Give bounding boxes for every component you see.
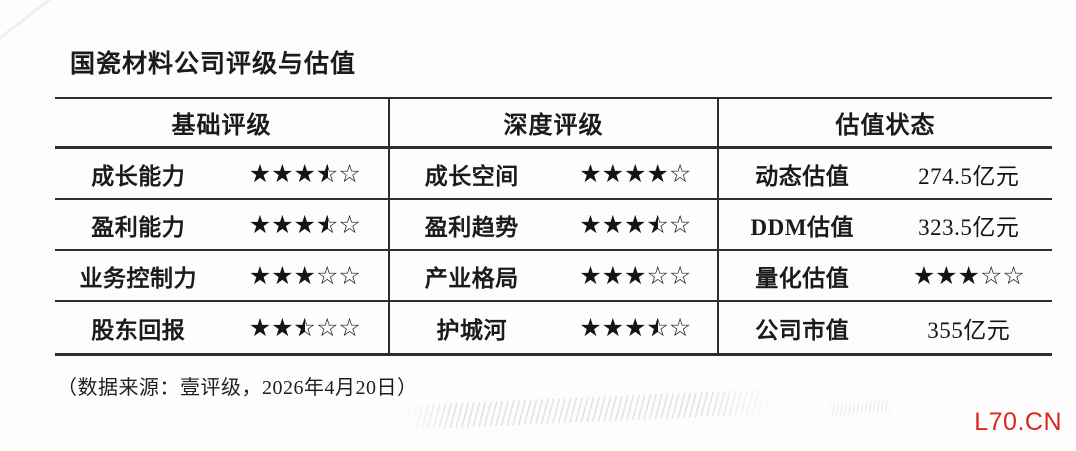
rating-table: 基础评级 成长能力 ★★★☆ ★ ☆ 盈利能力 ★★★☆ ★ ☆ 业务控制力 ★★★☆☆… [55, 97, 1052, 356]
star-full-icon: ★ [293, 159, 316, 188]
figure-title: 国瓷材料公司评级与估值 [70, 51, 357, 78]
star-full-icon: ★ [912, 261, 936, 290]
star-full-icon: ★ [624, 210, 647, 239]
valuation-value: 355亿元 [927, 317, 1011, 343]
table-row: 成长空间 ★★★★☆ [390, 149, 717, 200]
column-group-valuation-status: 估值状态 动态估值 274.5亿元 DDM估值 323.5亿元 量化估值 ★★★… [717, 99, 1052, 353]
star-empty-icon: ☆ [315, 261, 339, 290]
watermark-dots [830, 400, 890, 416]
row-label: 护城河 [436, 317, 507, 343]
table-row: DDM估值 323.5亿元 [719, 200, 1052, 251]
star-empty-icon: ☆ [338, 261, 361, 290]
star-empty-icon: ☆ [338, 159, 361, 188]
star-full-icon: ★ [601, 159, 625, 188]
star-empty-icon: ☆ [668, 313, 692, 342]
table-row: 业务控制力 ★★★☆☆ [55, 251, 388, 302]
star-full-icon: ★ [579, 159, 602, 188]
star-full-icon: ★ [271, 261, 294, 290]
star-rating: ★★★☆ ★ ☆ [554, 212, 718, 237]
table-row: 股东回报 ★★☆ ★ ☆☆ [55, 302, 388, 353]
star-full-icon: ★ [624, 261, 647, 290]
row-label: 动态估值 [755, 163, 850, 189]
star-full-icon: ★ [248, 261, 272, 290]
row-label: 股东回报 [91, 317, 186, 343]
star-half-icon: ☆ ★ [293, 313, 316, 342]
star-empty-icon: ☆ [338, 313, 361, 342]
table-row: 量化估值 ★★★☆☆ [719, 251, 1052, 302]
star-full-icon: ★ [624, 313, 647, 342]
column-header-basic-rating: 基础评级 [55, 99, 388, 149]
star-full-icon: ★ [248, 210, 272, 239]
star-full-icon: ★ [271, 313, 294, 342]
star-rating: ★★★☆ ★ ☆ [222, 212, 389, 237]
star-full-icon: ★ [248, 313, 272, 342]
star-full-icon: ★ [601, 210, 625, 239]
row-label: 成长能力 [91, 163, 186, 189]
star-full-icon: ★ [271, 210, 294, 239]
star-rating: ★★★☆☆ [222, 263, 389, 288]
table-row: 盈利能力 ★★★☆ ★ ☆ [55, 200, 388, 251]
corner-stripe-decoration [0, 0, 64, 44]
star-full-icon: ★ [957, 261, 980, 290]
site-watermark: L70.CN [974, 408, 1062, 436]
star-full-icon: ★ [935, 261, 958, 290]
star-rating: ★★★☆☆ [554, 263, 718, 288]
star-half-icon: ☆ ★ [646, 210, 669, 239]
star-half-icon: ☆ ★ [315, 159, 339, 188]
star-rating: ★★☆ ★ ☆☆ [222, 315, 389, 340]
star-empty-icon: ☆ [338, 210, 361, 239]
star-rating: ★★★☆ ★ ☆ [222, 161, 389, 186]
star-empty-icon: ☆ [315, 313, 339, 342]
star-full-icon: ★ [579, 261, 602, 290]
source-note: （数据来源：壹评级，2026年4月20日） [57, 377, 418, 399]
row-label: 盈利能力 [91, 214, 186, 240]
row-label: 产业格局 [424, 265, 519, 291]
star-rating: ★★★★☆ [554, 161, 718, 186]
table-row: 动态估值 274.5亿元 [719, 149, 1052, 200]
column-group-basic-rating: 基础评级 成长能力 ★★★☆ ★ ☆ 盈利能力 ★★★☆ ★ ☆ 业务控制力 ★★★☆☆… [55, 99, 388, 353]
row-label: 公司市值 [755, 317, 850, 343]
star-full-icon: ★ [248, 159, 272, 188]
star-empty-icon: ☆ [668, 261, 692, 290]
star-full-icon: ★ [601, 313, 625, 342]
valuation-value: 323.5亿元 [918, 214, 1020, 240]
table-row: 盈利趋势 ★★★☆ ★ ☆ [390, 200, 717, 251]
star-full-icon: ★ [293, 210, 316, 239]
star-full-icon: ★ [579, 313, 602, 342]
star-rating: ★★★☆ ★ ☆ [554, 315, 718, 340]
row-label: 成长空间 [424, 163, 519, 189]
table-row: 公司市值 355亿元 [719, 302, 1052, 353]
star-empty-icon: ☆ [646, 261, 669, 290]
star-half-icon: ☆ ★ [315, 210, 339, 239]
watermark-stripes [405, 388, 775, 431]
star-full-icon: ★ [579, 210, 602, 239]
star-full-icon: ★ [271, 159, 294, 188]
star-full-icon: ★ [624, 159, 647, 188]
star-empty-icon: ☆ [668, 210, 692, 239]
column-group-deep-rating: 深度评级 成长空间 ★★★★☆ 盈利趋势 ★★★☆ ★ ☆ 产业格局 ★★★☆☆ 护… [388, 99, 717, 353]
row-label: 盈利趋势 [424, 214, 519, 240]
table-row: 护城河 ★★★☆ ★ ☆ [390, 302, 717, 353]
star-full-icon: ★ [601, 261, 625, 290]
row-label: 业务控制力 [79, 265, 197, 291]
valuation-value: 274.5亿元 [918, 163, 1020, 189]
star-rating: ★★★☆☆ [886, 263, 1053, 288]
row-label: 量化估值 [755, 265, 850, 291]
column-header-deep-rating: 深度评级 [390, 99, 717, 149]
table-row: 产业格局 ★★★☆☆ [390, 251, 717, 302]
column-header-valuation-status: 估值状态 [719, 99, 1052, 149]
star-empty-icon: ☆ [979, 261, 1003, 290]
table-row: 成长能力 ★★★☆ ★ ☆ [55, 149, 388, 200]
row-label: DDM估值 [750, 214, 854, 240]
star-full-icon: ★ [646, 159, 669, 188]
star-full-icon: ★ [293, 261, 316, 290]
star-empty-icon: ☆ [1002, 261, 1025, 290]
star-empty-icon: ☆ [668, 159, 692, 188]
star-half-icon: ☆ ★ [646, 313, 669, 342]
